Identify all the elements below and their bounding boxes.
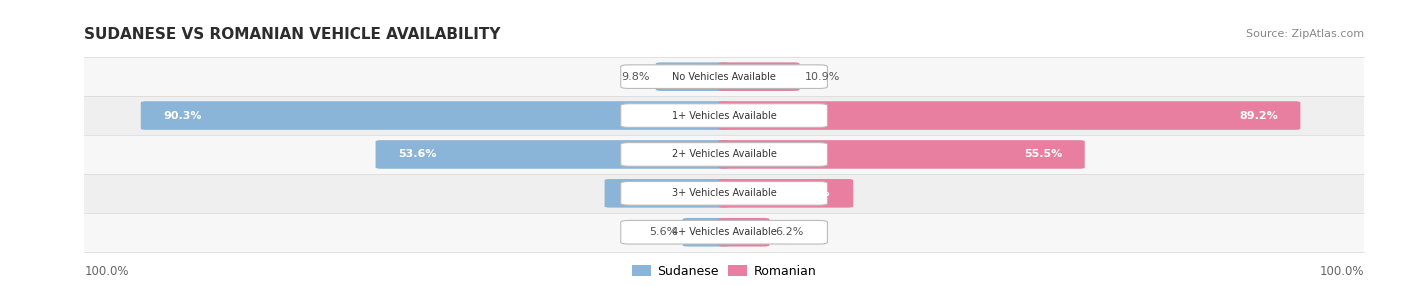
FancyBboxPatch shape [141, 101, 730, 130]
Text: SUDANESE VS ROMANIAN VEHICLE AVAILABILITY: SUDANESE VS ROMANIAN VEHICLE AVAILABILIT… [84, 27, 501, 42]
FancyBboxPatch shape [84, 57, 1364, 96]
Text: 53.6%: 53.6% [398, 150, 437, 159]
Text: Source: ZipAtlas.com: Source: ZipAtlas.com [1246, 29, 1364, 39]
FancyBboxPatch shape [718, 101, 1301, 130]
FancyBboxPatch shape [84, 213, 1364, 252]
Text: 5.6%: 5.6% [648, 227, 678, 237]
Text: 6.2%: 6.2% [775, 227, 803, 237]
FancyBboxPatch shape [621, 221, 827, 244]
FancyBboxPatch shape [84, 174, 1364, 213]
FancyBboxPatch shape [621, 143, 827, 166]
Text: 90.3%: 90.3% [163, 111, 202, 120]
Text: 55.5%: 55.5% [1024, 150, 1063, 159]
Text: 1+ Vehicles Available: 1+ Vehicles Available [672, 111, 776, 120]
FancyBboxPatch shape [718, 140, 1085, 169]
FancyBboxPatch shape [718, 62, 800, 91]
FancyBboxPatch shape [605, 179, 730, 208]
Text: 100.0%: 100.0% [1319, 265, 1364, 278]
Text: 3+ Vehicles Available: 3+ Vehicles Available [672, 188, 776, 198]
FancyBboxPatch shape [375, 140, 730, 169]
FancyBboxPatch shape [683, 218, 730, 247]
FancyBboxPatch shape [718, 179, 853, 208]
Text: 89.2%: 89.2% [1239, 111, 1278, 120]
FancyBboxPatch shape [718, 218, 769, 247]
Text: No Vehicles Available: No Vehicles Available [672, 72, 776, 82]
Text: 4+ Vehicles Available: 4+ Vehicles Available [672, 227, 776, 237]
FancyBboxPatch shape [84, 135, 1364, 174]
Text: 17.8%: 17.8% [627, 188, 665, 198]
Legend: Sudanese, Romanian: Sudanese, Romanian [627, 260, 821, 283]
FancyBboxPatch shape [621, 182, 827, 205]
FancyBboxPatch shape [84, 96, 1364, 135]
Text: 100.0%: 100.0% [84, 265, 129, 278]
Text: 9.8%: 9.8% [621, 72, 650, 82]
Text: 10.9%: 10.9% [806, 72, 841, 82]
FancyBboxPatch shape [655, 62, 730, 91]
FancyBboxPatch shape [621, 65, 827, 88]
Text: 2+ Vehicles Available: 2+ Vehicles Available [672, 150, 776, 159]
Text: 19.3%: 19.3% [792, 188, 831, 198]
FancyBboxPatch shape [621, 104, 827, 127]
